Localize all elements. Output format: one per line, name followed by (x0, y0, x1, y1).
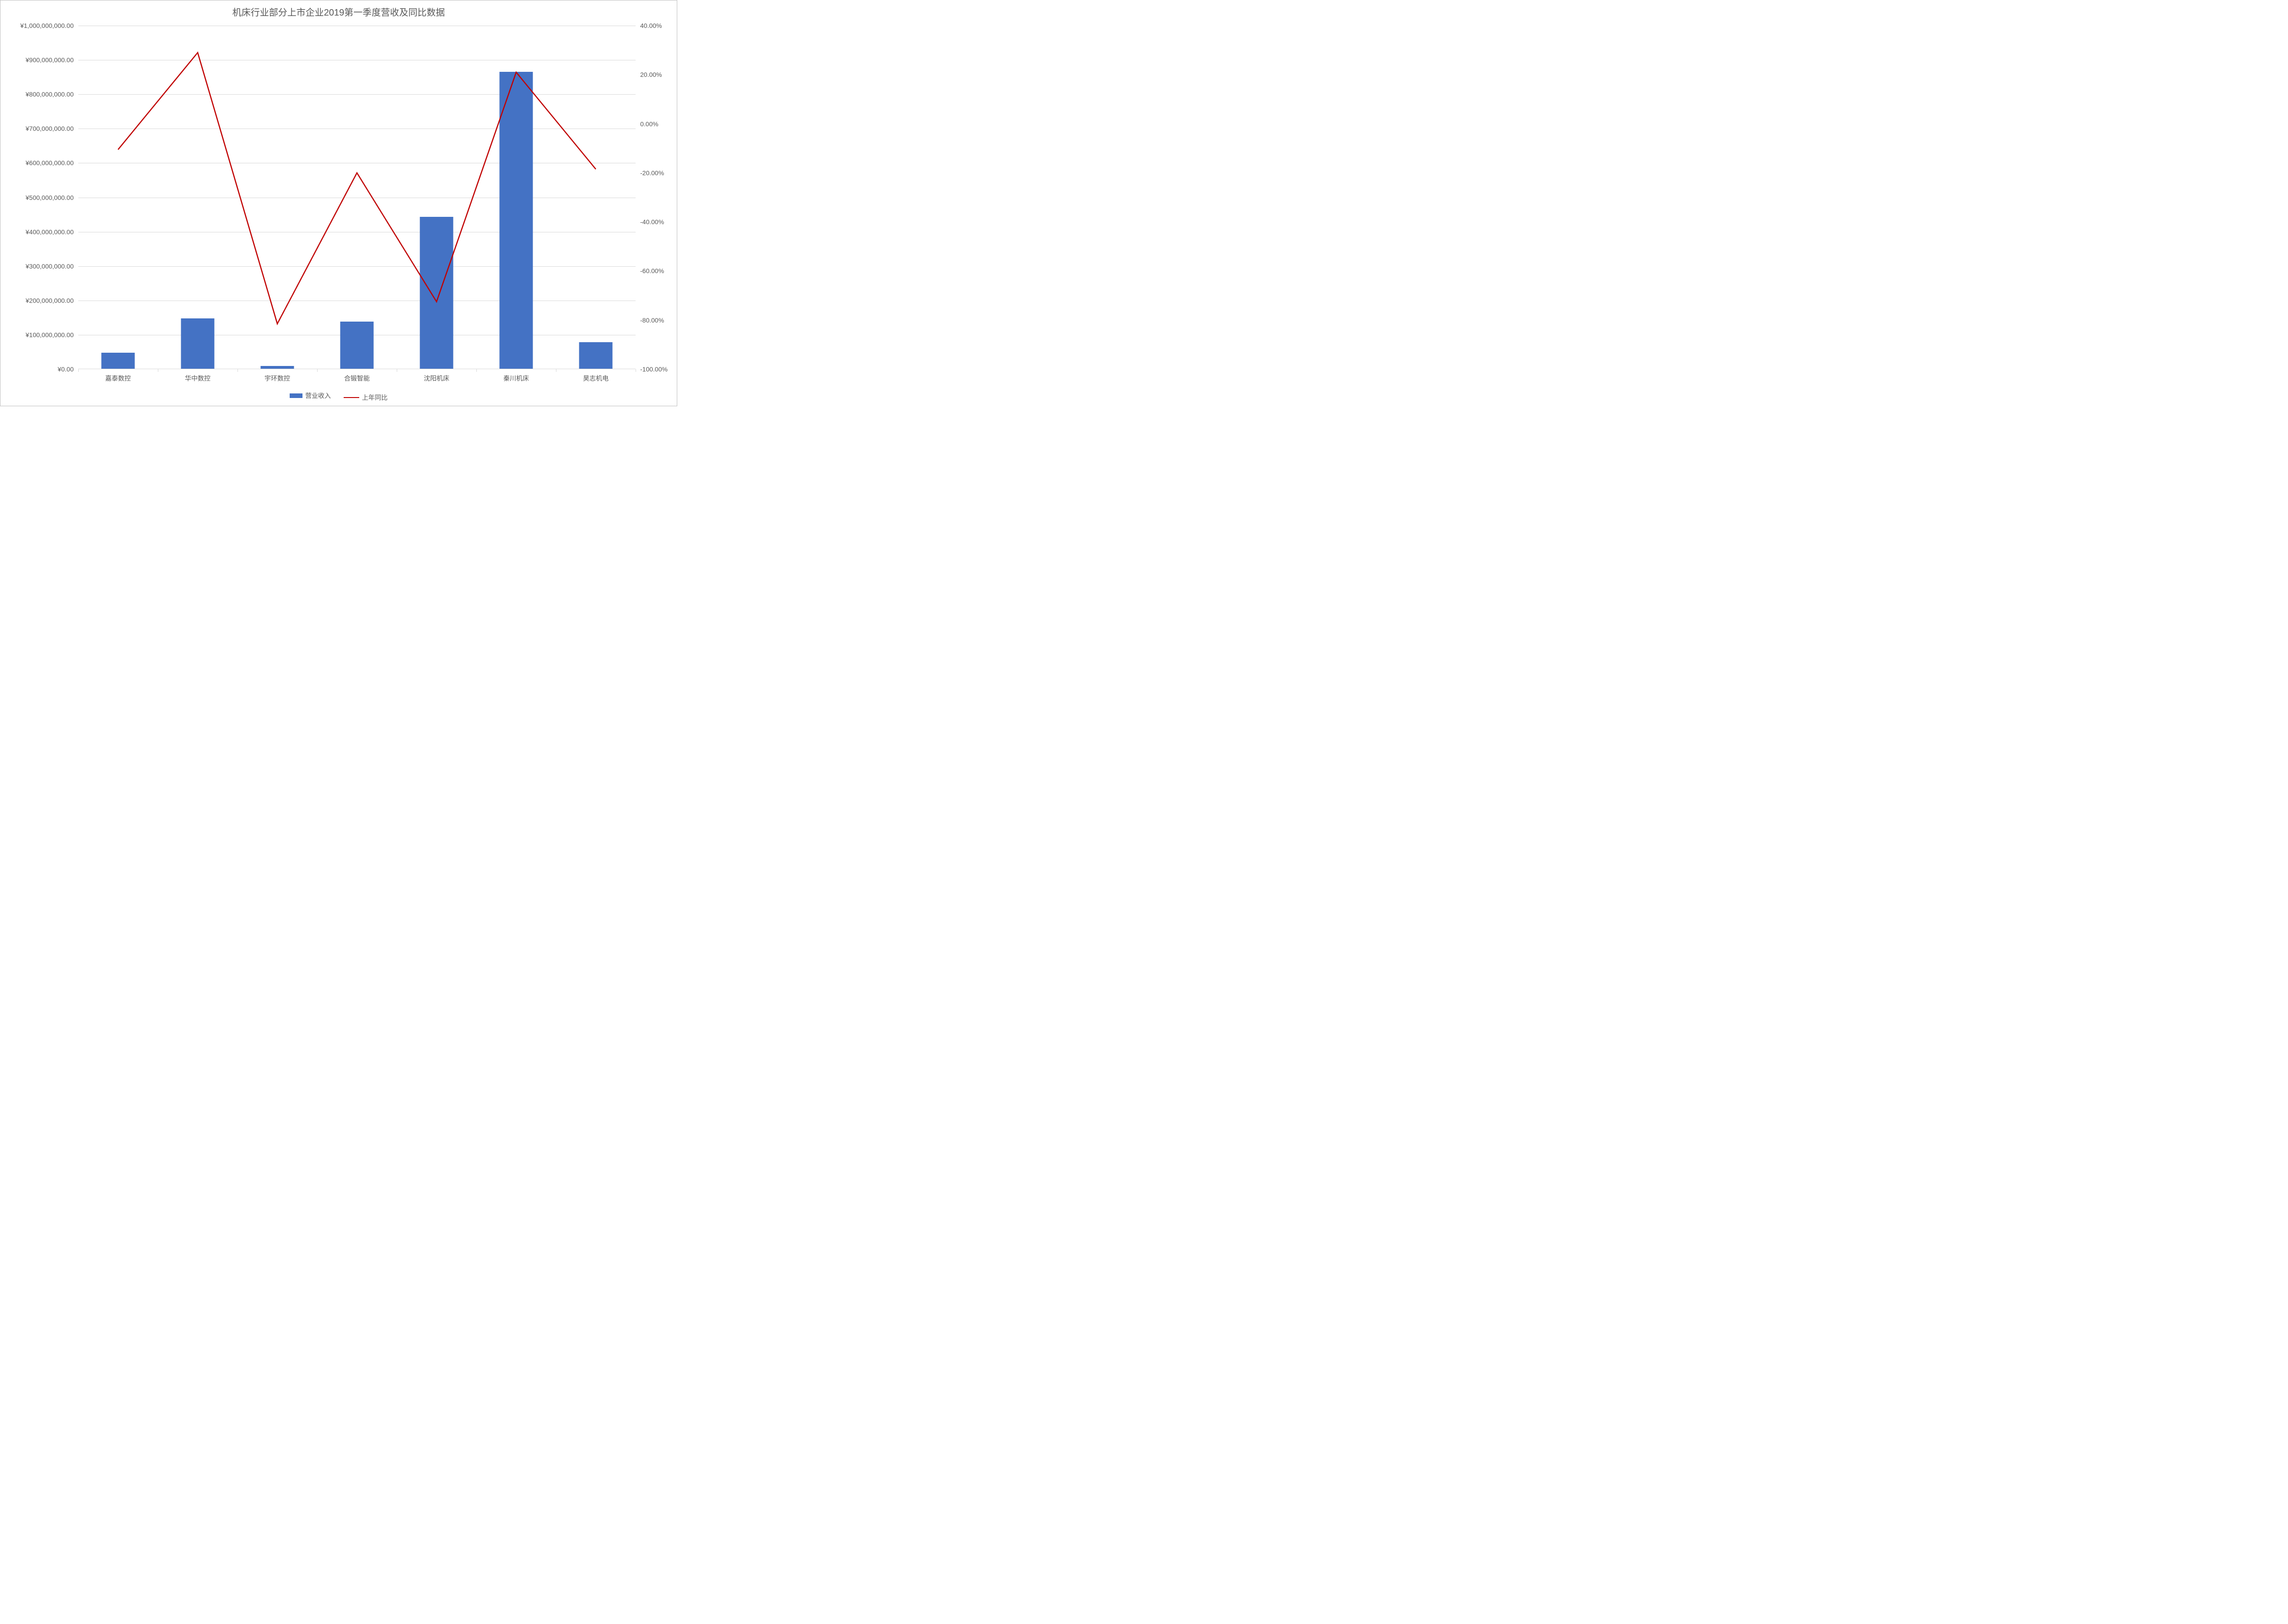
x-category-label: 沈阳机床 (424, 374, 449, 383)
x-category-label: 宇环数控 (264, 374, 290, 383)
y1-tick-label: ¥400,000,000.00 (26, 228, 78, 236)
legend-label: 上年同比 (362, 393, 388, 402)
x-tick (476, 369, 477, 372)
y2-tick-label: -100.00% (636, 366, 668, 373)
legend-item: 上年同比 (344, 393, 388, 402)
y1-tick-label: ¥900,000,000.00 (26, 56, 78, 64)
y2-tick-label: 0.00% (636, 120, 658, 128)
legend-label: 营业收入 (305, 391, 331, 400)
y1-tick-label: ¥800,000,000.00 (26, 91, 78, 98)
y1-tick-label: ¥0.00 (58, 366, 78, 373)
y2-tick-label: -60.00% (636, 267, 664, 274)
legend-swatch-bar (290, 393, 302, 398)
x-tick (78, 369, 79, 372)
x-tick (317, 369, 318, 372)
legend: 营业收入 上年同比 (0, 391, 677, 402)
x-category-label: 合锻智能 (344, 374, 370, 383)
y1-tick-label: ¥700,000,000.00 (26, 125, 78, 132)
legend-item: 营业收入 (290, 391, 331, 400)
y2-tick-label: -80.00% (636, 317, 664, 324)
y1-tick-label: ¥200,000,000.00 (26, 297, 78, 304)
y1-tick-label: ¥300,000,000.00 (26, 263, 78, 270)
y1-tick-label: ¥100,000,000.00 (26, 331, 78, 339)
y2-tick-label: 40.00% (636, 22, 662, 29)
y2-tick-label: -40.00% (636, 218, 664, 226)
x-axis: 嘉泰数控华中数控宇环数控合锻智能沈阳机床秦川机床昊志机电 (78, 26, 636, 369)
x-category-label: 嘉泰数控 (105, 374, 131, 383)
x-category-label: 华中数控 (185, 374, 210, 383)
y1-tick-label: ¥500,000,000.00 (26, 194, 78, 201)
x-category-label: 秦川机床 (503, 374, 529, 383)
y2-tick-label: -20.00% (636, 169, 664, 177)
x-category-label: 昊志机电 (583, 374, 609, 383)
y1-tick-label: ¥600,000,000.00 (26, 159, 78, 167)
legend-swatch-line (344, 397, 359, 398)
x-tick (237, 369, 238, 372)
plot-area: 嘉泰数控华中数控宇环数控合锻智能沈阳机床秦川机床昊志机电 ¥0.00¥100,0… (78, 26, 636, 369)
chart-container: 机床行业部分上市企业2019第一季度营收及同比数据 嘉泰数控华中数控宇环数控合锻… (0, 0, 677, 406)
y1-tick-label: ¥1,000,000,000.00 (20, 22, 78, 29)
chart-title: 机床行业部分上市企业2019第一季度营收及同比数据 (0, 5, 677, 18)
y2-tick-label: 20.00% (636, 71, 662, 78)
